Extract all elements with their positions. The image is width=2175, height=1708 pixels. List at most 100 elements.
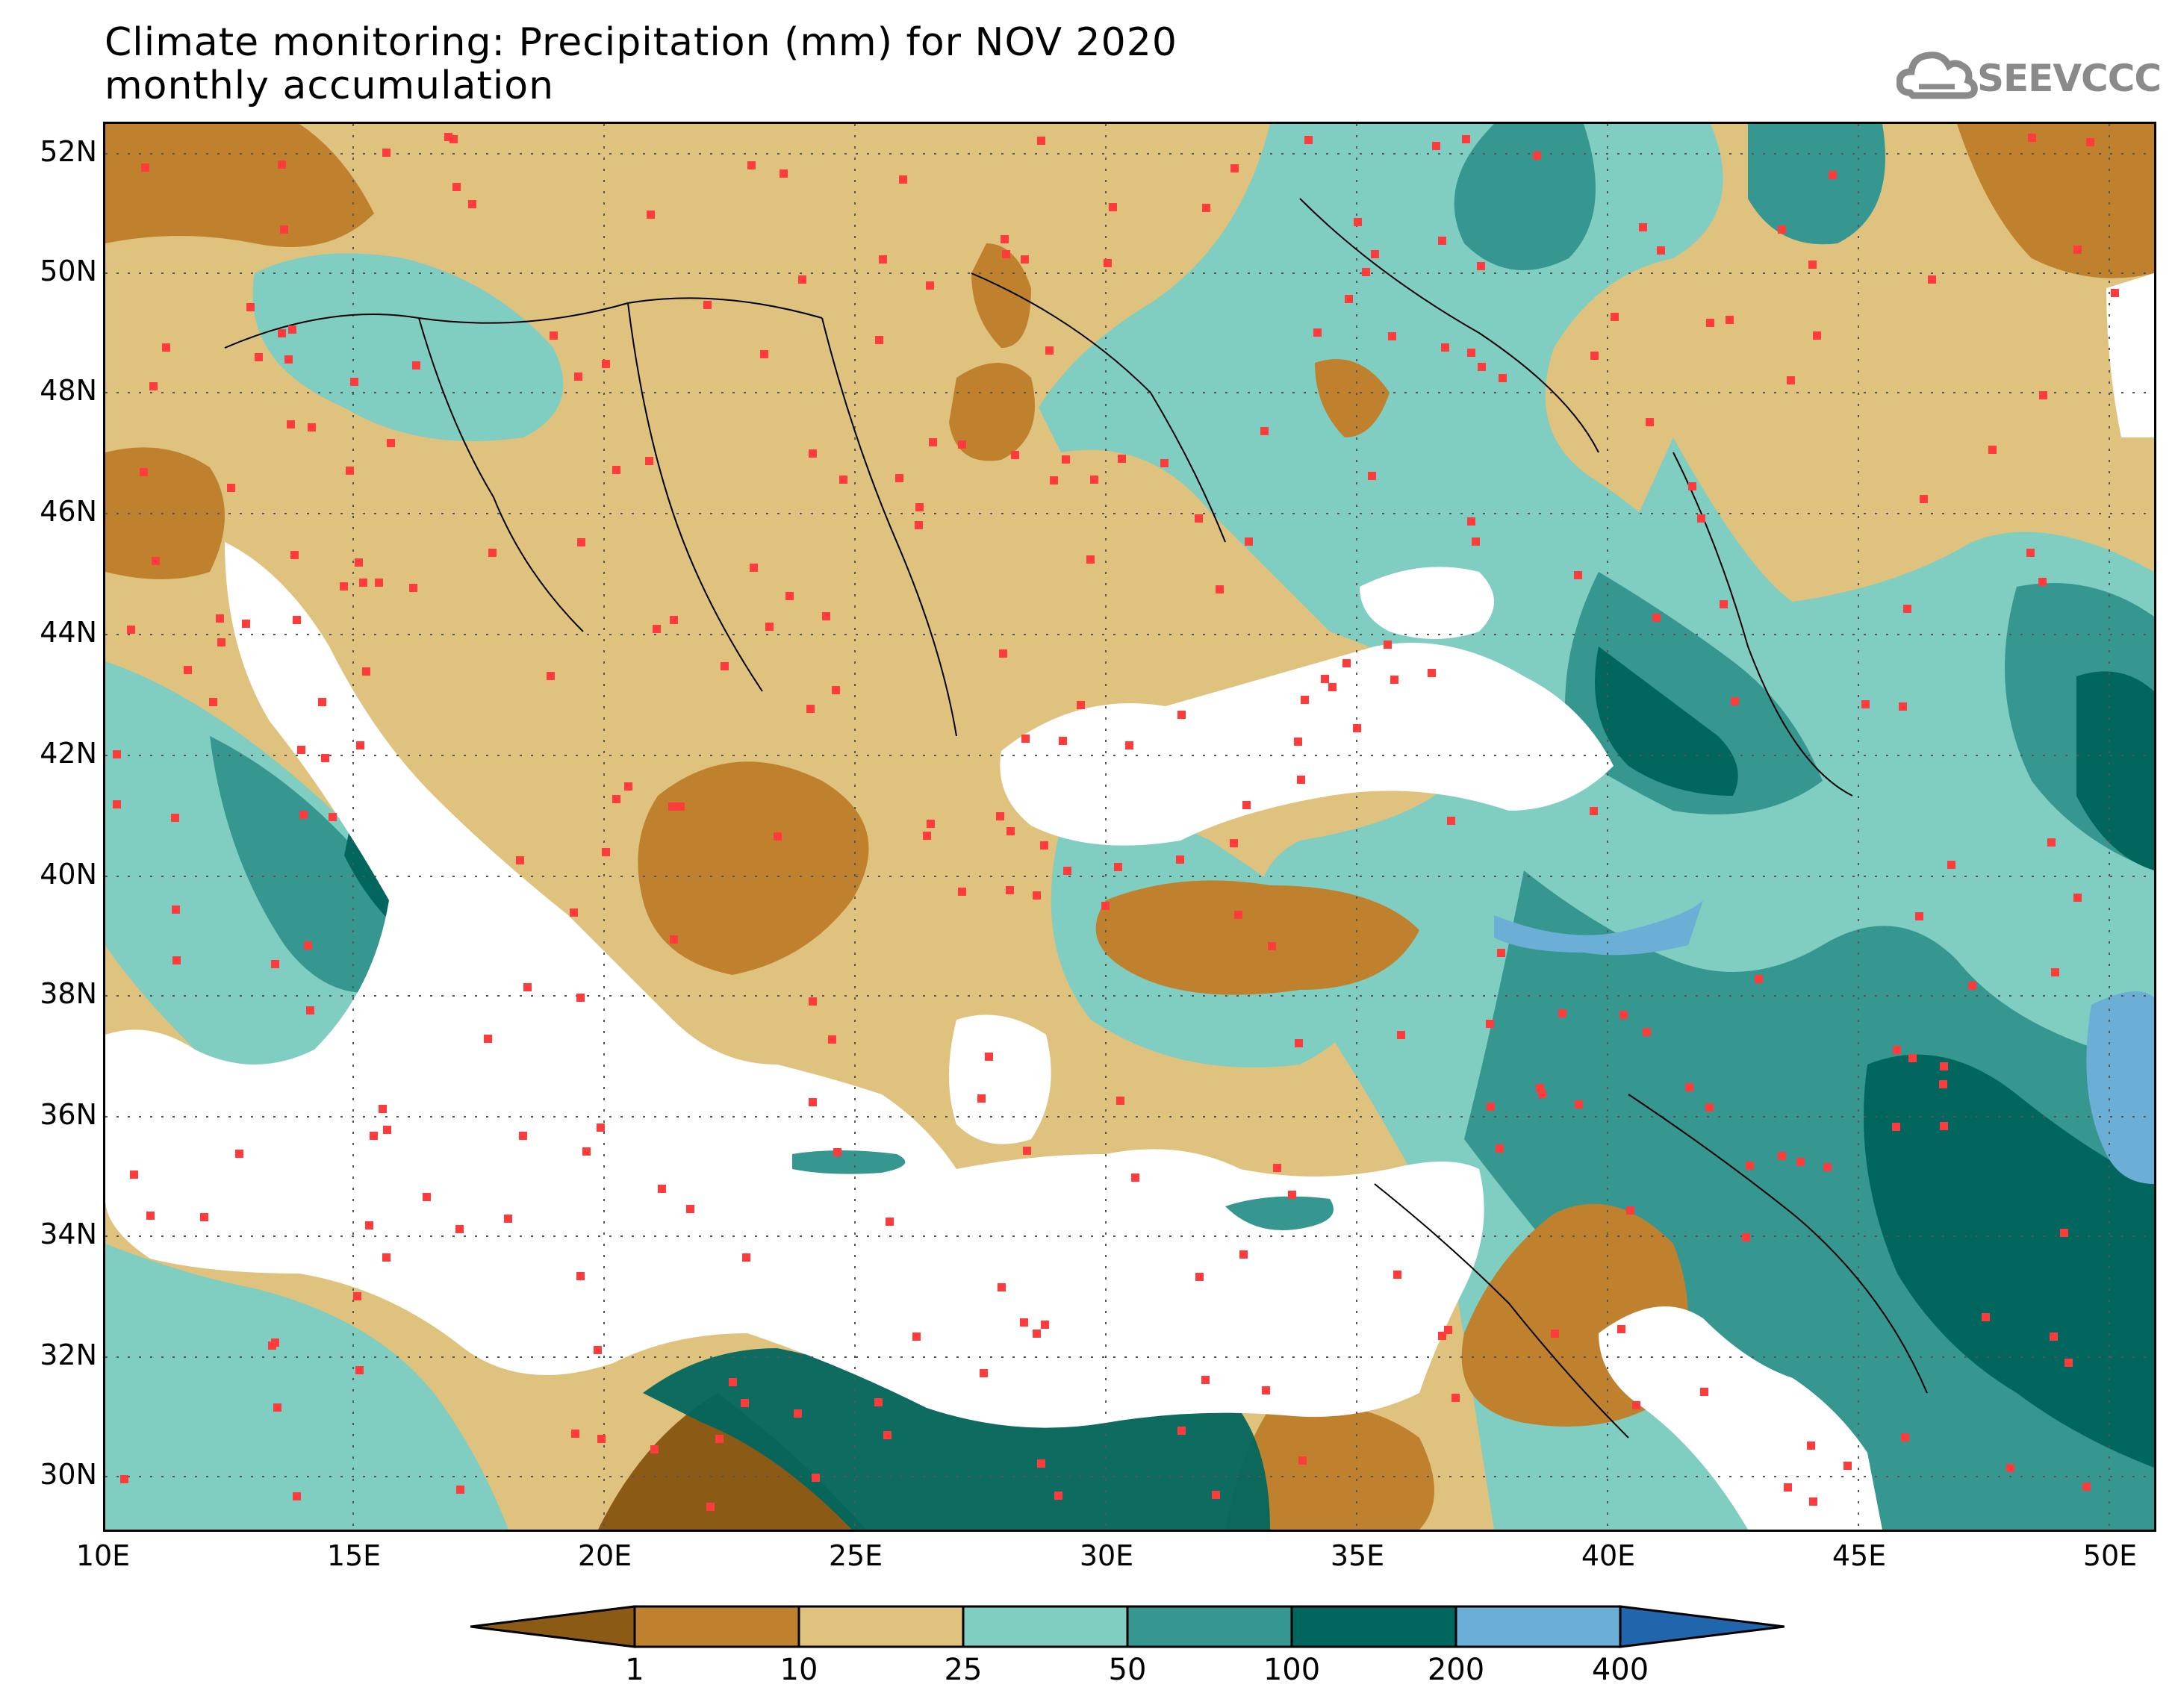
station-marker [356, 741, 364, 749]
legend-tick-label: 1 [625, 1653, 644, 1687]
station-marker [809, 997, 817, 1006]
station-marker [362, 667, 370, 676]
station-marker [875, 336, 883, 344]
station-marker [2082, 1483, 2091, 1491]
station-marker [2073, 894, 2082, 902]
station-marker [653, 625, 661, 633]
station-marker [1700, 1388, 1708, 1396]
latitude-label: 50N [40, 255, 97, 287]
station-marker [387, 439, 395, 447]
station-marker [571, 1430, 579, 1438]
station-marker [1131, 1174, 1139, 1182]
station-marker [597, 1123, 605, 1132]
station-marker [130, 1171, 138, 1179]
station-marker [1807, 1441, 1815, 1450]
station-marker [1101, 902, 1110, 910]
station-marker [288, 325, 296, 334]
station-marker [379, 1105, 387, 1113]
station-marker [1062, 455, 1070, 464]
station-marker [1177, 711, 1186, 719]
station-marker [1685, 1083, 1693, 1091]
station-marker [742, 1253, 750, 1262]
station-marker [1371, 250, 1379, 258]
latitude-label: 34N [40, 1218, 97, 1250]
station-marker [1558, 1009, 1566, 1017]
station-marker [822, 612, 830, 620]
station-marker [171, 814, 179, 822]
longitude-label: 25E [828, 1539, 883, 1572]
station-marker [576, 994, 585, 1002]
station-marker [350, 378, 358, 386]
station-marker [1784, 1483, 1792, 1492]
station-marker [162, 343, 170, 352]
station-marker [409, 584, 417, 592]
station-marker [452, 183, 461, 191]
station-marker [806, 705, 815, 713]
station-marker [658, 1185, 666, 1193]
station-marker [297, 746, 305, 754]
latitude-label: 36N [40, 1098, 97, 1131]
station-marker [1778, 1152, 1786, 1160]
station-marker [1646, 418, 1654, 426]
station-marker [2064, 1359, 2073, 1367]
station-marker [1023, 1147, 1031, 1155]
legend-swatch [1619, 1605, 1785, 1648]
station-marker [293, 1492, 301, 1500]
station-marker [895, 474, 903, 482]
station-marker [1037, 137, 1045, 145]
station-marker [1438, 1332, 1446, 1340]
color-legend [470, 1605, 1785, 1648]
station-marker [1467, 349, 1475, 357]
station-marker [1796, 1158, 1805, 1166]
station-marker [484, 1035, 492, 1043]
station-marker [284, 355, 293, 364]
station-marker [382, 149, 390, 157]
station-marker [765, 623, 774, 631]
longitude-label: 30E [1079, 1539, 1134, 1572]
station-marker [246, 303, 255, 311]
station-marker [794, 1409, 802, 1418]
station-marker [1451, 1394, 1460, 1402]
title-line-1: Climate monitoring: Precipitation (mm) f… [105, 20, 1177, 65]
station-marker [1195, 514, 1203, 523]
station-marker [1590, 352, 1599, 360]
longitude-label: 15E [326, 1539, 382, 1572]
station-marker [915, 521, 923, 529]
station-marker [1940, 1062, 1948, 1070]
logo-text: SEEVCCC [1977, 57, 2162, 100]
station-marker [547, 672, 555, 680]
station-marker [1982, 1313, 1990, 1321]
station-marker [999, 649, 1007, 658]
station-marker [1787, 376, 1795, 384]
station-marker [299, 811, 308, 819]
station-marker [1861, 700, 1870, 708]
station-marker [141, 163, 149, 172]
station-marker [1441, 343, 1449, 352]
legend-swatch [1126, 1605, 1293, 1648]
station-marker [423, 1193, 431, 1201]
station-marker [1731, 697, 1739, 705]
station-marker [1201, 1376, 1210, 1384]
station-marker [602, 360, 610, 368]
station-marker [1006, 886, 1014, 894]
station-marker [912, 1333, 921, 1341]
station-marker [1477, 262, 1485, 270]
station-marker [1706, 319, 1714, 327]
station-marker [456, 1486, 464, 1494]
station-marker [1313, 328, 1322, 337]
station-marker [127, 626, 135, 634]
station-marker [1298, 1456, 1307, 1465]
latitude-label: 42N [40, 737, 97, 770]
station-marker [883, 1431, 892, 1439]
station-marker [832, 686, 840, 694]
station-marker [1109, 203, 1117, 211]
station-marker [2050, 1333, 2058, 1341]
station-marker [1755, 975, 1763, 983]
station-marker [1652, 614, 1661, 622]
station-marker [1486, 1020, 1494, 1028]
station-marker [2038, 578, 2047, 586]
station-marker [977, 1094, 986, 1103]
station-marker [985, 1053, 993, 1061]
station-marker [1397, 1031, 1405, 1039]
station-marker [113, 750, 121, 758]
